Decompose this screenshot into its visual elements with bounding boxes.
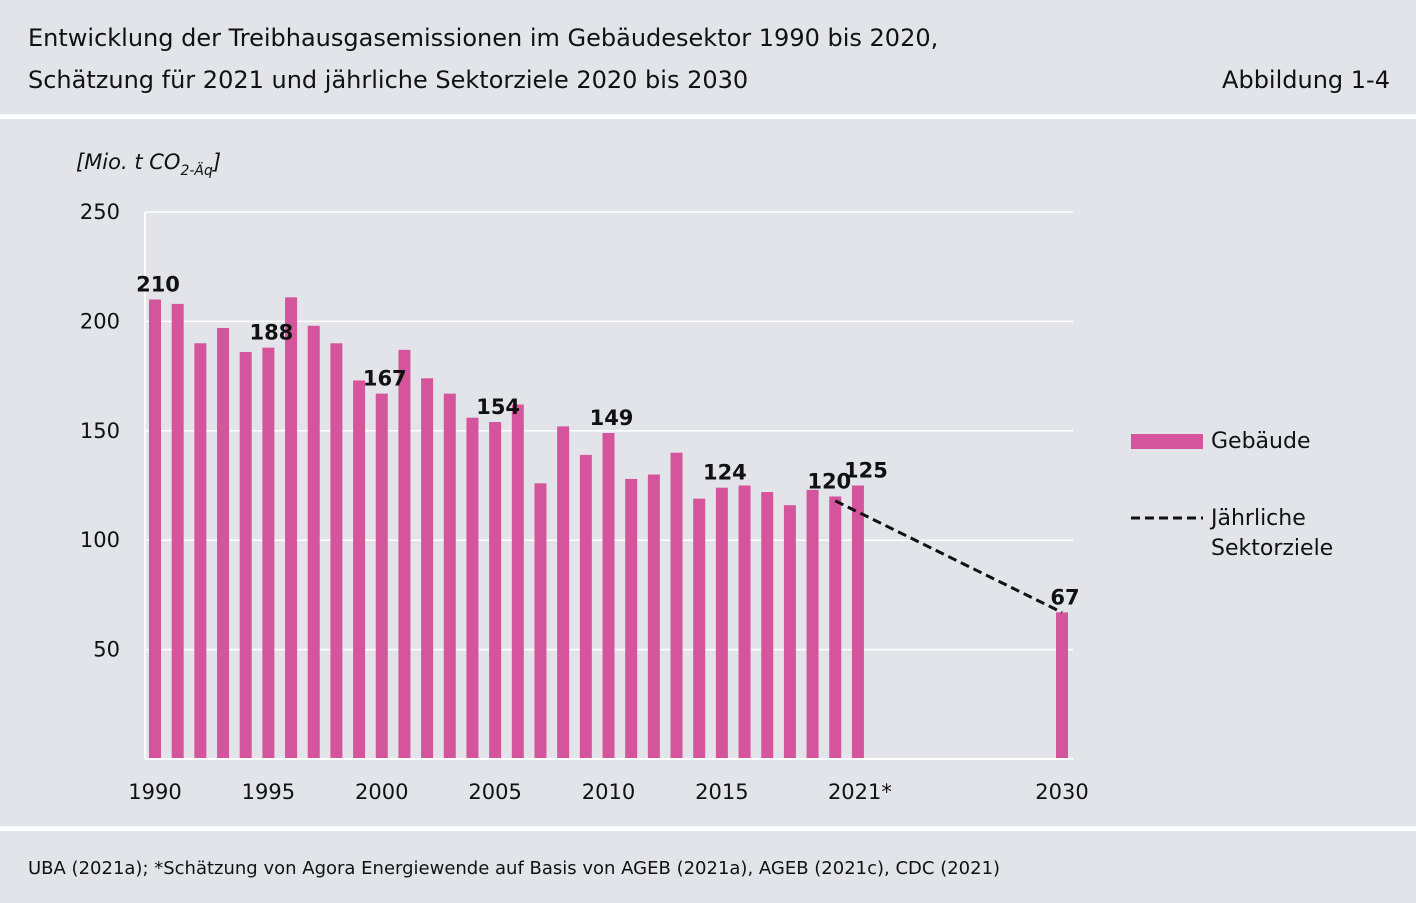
y-tick-label-150: 150 [80, 419, 120, 443]
bar-2004 [466, 417, 479, 759]
bar-1994 [239, 352, 252, 759]
target-line-group [834, 499, 1063, 614]
bar-2018 [783, 505, 796, 759]
bar-1991 [171, 303, 184, 759]
bar-2008 [557, 426, 570, 759]
bar-2020 [829, 496, 842, 759]
data-label-2021: 125 [844, 459, 888, 483]
header-divider [0, 114, 1416, 119]
target-line-sektorziele [834, 499, 1063, 614]
x-tick-label-1995: 1995 [242, 780, 295, 804]
chart-area: 50 100 150 200 250 1990 1995 2000 2005 2010 2015 20… [76, 150, 1333, 804]
bar-2000 [375, 393, 388, 759]
data-label-2015: 124 [703, 461, 747, 485]
bar-2001 [398, 349, 411, 759]
legend-label-gebaeude: Gebäude [1211, 429, 1310, 454]
bar-2010 [602, 432, 615, 759]
x-tick-label-2005: 2005 [468, 780, 521, 804]
x-tick-label-2030: 2030 [1035, 780, 1088, 804]
bar-1990 [149, 299, 161, 759]
bar-2017 [761, 492, 774, 759]
x-tick-label-2000: 2000 [355, 780, 408, 804]
bar-2015 [715, 487, 728, 759]
bar-2006 [511, 404, 524, 759]
bar-2013 [670, 452, 683, 759]
footer-divider [0, 826, 1416, 831]
x-tick-label-2010: 2010 [582, 780, 635, 804]
legend-label-sektorziele-line2: Sektorziele [1211, 536, 1333, 561]
bar-2019 [806, 489, 819, 759]
data-label-1990: 210 [136, 273, 180, 297]
bars-gebaeude [149, 297, 1068, 759]
axes: 50 100 150 200 250 1990 1995 2000 2005 2010 2015 20… [80, 200, 1089, 804]
x-tick-label-1990: 1990 [128, 780, 181, 804]
chart-title-line-1: Entwicklung der Treibhausgasemissionen i… [28, 24, 939, 52]
bar-2007 [534, 483, 547, 759]
legend-swatch-gebaeude [1131, 434, 1203, 449]
data-label-2020: 120 [807, 469, 851, 493]
y-tick-label-100: 100 [80, 528, 120, 552]
bar-2002 [421, 378, 434, 759]
x-tick-label-2015: 2015 [695, 780, 748, 804]
bar-1993 [217, 327, 230, 759]
bar-2014 [693, 498, 706, 759]
bar-2005 [489, 422, 502, 759]
bar-1999 [353, 380, 366, 759]
figure-label: Abbildung 1-4 [1222, 66, 1390, 94]
data-label-2030: 67 [1050, 585, 1079, 609]
bar-2021 [851, 485, 864, 759]
data-label-2005: 154 [476, 395, 520, 419]
legend: Gebäude Jährliche Sektorziele [1131, 429, 1333, 561]
bar-2003 [443, 393, 456, 759]
legend-label-sektorziele-line1: Jährliche [1209, 506, 1306, 531]
bar-2009 [579, 454, 592, 759]
source-note: UBA (2021a); *Schätzung von Agora Energi… [28, 858, 1001, 879]
chart-title-line-2: Schätzung für 2021 und jährliche Sektorz… [28, 66, 749, 94]
x-tick-label-2021: 2021* [828, 780, 892, 804]
bar-1996 [285, 297, 298, 759]
figure-header: Entwicklung der Treibhausgasemissionen i… [0, 0, 1416, 116]
y-tick-label-250: 250 [80, 200, 120, 224]
bar-1997 [307, 325, 320, 759]
bar-1995 [262, 347, 275, 759]
bar-2030 [1056, 612, 1068, 759]
bar-2012 [647, 474, 660, 759]
data-label-2010: 149 [590, 406, 634, 430]
data-label-1995: 188 [249, 321, 293, 345]
bar-1992 [194, 343, 207, 759]
data-label-2000: 167 [363, 367, 407, 391]
y-tick-label-50: 50 [93, 638, 120, 662]
bar-1998 [330, 343, 343, 759]
bar-2016 [738, 485, 751, 759]
y-tick-label-200: 200 [80, 309, 120, 333]
y-axis-label: [Mio. t CO2-Äq] [76, 150, 221, 179]
bar-2011 [625, 478, 638, 759]
